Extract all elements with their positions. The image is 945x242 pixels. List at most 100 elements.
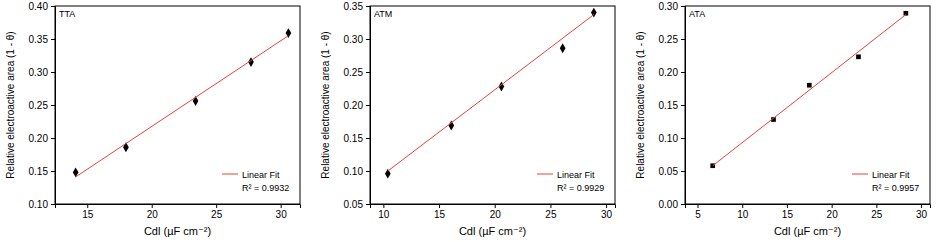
y-tick-mark <box>681 105 685 106</box>
x-tick-mark <box>152 204 153 208</box>
y-tick-mark <box>681 171 685 172</box>
y-axis-line <box>51 7 56 205</box>
y-tick-label: 0.20 <box>659 67 679 78</box>
x-tick-label: 25 <box>871 209 883 220</box>
y-tick-label: 0.20 <box>344 100 364 111</box>
x-tick-label: 30 <box>601 209 613 220</box>
fit-line <box>76 36 289 177</box>
y-tick-mark <box>366 105 370 106</box>
y-tick-label: 0.25 <box>29 100 49 111</box>
y-axis: 0.000.050.100.150.200.250.30 <box>659 1 686 210</box>
y-tick: 0.30 <box>344 34 370 45</box>
y-tick-label: 0.35 <box>29 34 49 45</box>
y-tick: 0.25 <box>29 100 55 111</box>
x-tick: 5 <box>695 204 701 220</box>
x-tick-mark <box>383 204 384 208</box>
y-tick: 0.05 <box>659 166 685 177</box>
chart-title: ATM <box>374 9 392 19</box>
x-tick-mark <box>832 204 833 208</box>
x-tick: 30 <box>276 204 288 220</box>
y-axis-line <box>681 7 686 205</box>
x-tick: 10 <box>737 204 749 220</box>
figure: 15 20 25 30 0.10 0.15 0.20 0.25 0.30 0.35 0.40 Cdl … <box>0 0 945 242</box>
y-tick-label: 0.05 <box>344 199 364 210</box>
x-tick: 20 <box>827 204 839 220</box>
y-axis-line <box>366 7 371 205</box>
y-tick: 0.00 <box>659 199 685 210</box>
x-tick-label: 5 <box>695 209 701 220</box>
plot-frame <box>370 6 615 204</box>
panel: 10152025300.050.100.150.200.250.300.35Cd… <box>320 1 616 237</box>
plot: 510152025300.000.050.100.150.200.250.30C… <box>635 1 931 237</box>
legend-swatch <box>222 174 238 175</box>
legend: Linear FitR² = 0.9957 <box>852 170 919 193</box>
legend: Linear FitR² = 0.9929 <box>537 170 604 193</box>
y-axis: 0.10 0.15 0.20 0.25 0.30 0.35 0.40 <box>29 1 56 210</box>
y-tick-mark <box>51 171 55 172</box>
plot: 10152025300.050.100.150.200.250.300.35Cd… <box>320 1 616 237</box>
x-axis: 10 15 20 25 30 <box>371 204 616 220</box>
y-tick-mark <box>366 204 370 205</box>
y-tick: 0.20 <box>29 133 55 144</box>
x-axis-title: Cdl (µF cm⁻²) <box>459 225 526 237</box>
x-tick: 25 <box>211 204 223 220</box>
fit-line <box>713 15 906 166</box>
y-tick-mark <box>366 6 370 7</box>
y-tick-mark <box>366 72 370 73</box>
x-tick-label: 30 <box>916 209 928 220</box>
x-tick: 15 <box>434 204 446 220</box>
x-tick-mark <box>921 204 922 208</box>
x-tick: 30 <box>601 204 613 220</box>
x-tick-mark <box>742 204 743 208</box>
data-area <box>385 8 597 179</box>
y-tick-mark <box>51 6 55 7</box>
x-tick-label: 25 <box>211 209 223 220</box>
x-tick: 10 <box>378 204 390 220</box>
x-tick-label: 10 <box>378 209 390 220</box>
x-tick-mark <box>876 204 877 208</box>
y-tick-mark <box>366 39 370 40</box>
legend-label: Linear Fit <box>242 170 280 180</box>
y-axis-title: Relative electroactive area (1 - θ) <box>320 31 331 178</box>
y-tick: 0.25 <box>344 67 370 78</box>
y-tick-label: 0.35 <box>344 1 364 12</box>
y-tick-mark <box>51 204 55 205</box>
y-tick-label: 0.25 <box>659 34 679 45</box>
x-tick-mark <box>606 204 607 208</box>
y-tick-label: 0.25 <box>344 67 364 78</box>
x-axis-title: Cdl (µF cm⁻²) <box>144 225 211 237</box>
legend: Linear FitR² = 0.9932 <box>222 170 289 193</box>
x-tick: 20 <box>490 204 502 220</box>
y-tick-mark <box>51 72 55 73</box>
x-axis-line <box>371 205 616 209</box>
x-tick-label: 15 <box>434 209 446 220</box>
y-tick-mark <box>681 72 685 73</box>
legend-swatch <box>852 174 868 175</box>
x-tick: 25 <box>871 204 883 220</box>
y-axis-title: Relative electroactive area (1 - θ) <box>635 31 646 178</box>
y-tick: 0.25 <box>659 34 685 45</box>
y-tick: 0.05 <box>344 199 370 210</box>
x-tick-mark <box>495 204 496 208</box>
y-tick: 0.40 <box>29 1 55 12</box>
y-tick-mark <box>366 138 370 139</box>
y-tick-label: 0.05 <box>659 166 679 177</box>
fit-line <box>388 15 594 171</box>
y-tick-label: 0.40 <box>29 1 49 12</box>
x-tick-label: 20 <box>827 209 839 220</box>
data-point <box>807 83 812 88</box>
x-tick: 20 <box>147 204 159 220</box>
plot-frame <box>55 6 300 204</box>
x-tick-mark <box>216 204 217 208</box>
data-area <box>710 11 908 168</box>
data-point <box>856 54 861 59</box>
y-axis-title: Relative electroactive area (1 - θ) <box>5 31 16 178</box>
y-tick-label: 0.30 <box>29 67 49 78</box>
legend-label: Linear Fit <box>557 170 595 180</box>
x-tick: 30 <box>916 204 928 220</box>
y-axis: 0.050.100.150.200.250.300.35 <box>344 1 371 210</box>
y-tick-label: 0.15 <box>29 166 49 177</box>
x-tick-label: 25 <box>545 209 557 220</box>
y-tick: 0.10 <box>659 133 685 144</box>
y-tick: 0.10 <box>29 199 55 210</box>
